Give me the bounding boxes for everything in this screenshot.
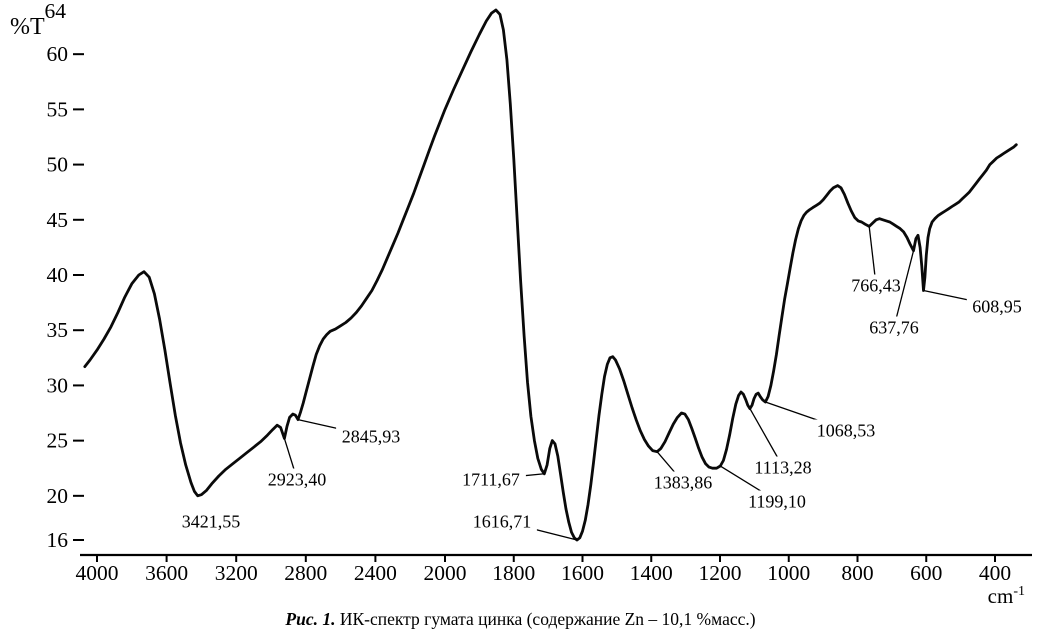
annotation-label-bg [262,468,332,490]
x-tick-label: 1000 [767,561,810,585]
annotation-label-bg [336,425,406,447]
peak-annotation-label: 1068,53 [817,421,876,441]
x-tick-label: 1600 [561,561,604,585]
x-tick-label: 400 [979,561,1011,585]
annotation-label-bg [966,295,1028,317]
annotation-label-bg [456,468,526,490]
y-tick-label: 25 [47,429,69,453]
caption-text: ИК-спектр гумата цинка (содержание Zn – … [339,609,756,629]
annotation-label-bg [811,419,881,441]
peak-annotation-label: 1383,86 [654,473,713,493]
caption-number: Рис. 1. [285,609,336,629]
x-tick-label: 1200 [699,561,742,585]
x-tick-label: 1400 [630,561,673,585]
y-tick-label: 30 [47,373,69,397]
x-tick-label: 2400 [354,561,397,585]
annotation-label-bg [467,510,537,532]
x-unit-base: cm [987,584,1014,608]
x-tick-label: 3600 [145,561,188,585]
x-tick-label: 4000 [76,561,119,585]
y-tick-label: 16 [47,528,69,552]
x-tick-label: 1800 [492,561,535,585]
peak-annotation-label: 3421,55 [182,512,241,532]
peak-annotation-label: 1113,28 [754,458,811,478]
y-tick-label: 45 [47,208,69,232]
x-unit-exponent: -1 [1013,584,1025,599]
x-axis-unit-label: cm-1 [988,584,1025,609]
y-tick-label: 35 [47,318,69,342]
annotation-label-bg [845,274,907,296]
y-axis-max-label: 64 [45,0,67,23]
peak-annotation-label: 1616,71 [473,512,532,532]
y-tick-label: 55 [47,97,69,121]
annotation-leader-line [893,250,915,328]
y-tick-label: 20 [47,484,69,508]
y-tick-label: 50 [47,153,69,177]
annotation-label-bg [648,471,718,493]
x-tick-label: 3200 [215,561,258,585]
peak-annotation-label: 766,43 [851,276,901,296]
peak-annotation-label: 1711,67 [462,470,520,490]
y-tick-label: 60 [47,42,69,66]
peak-annotation-label: 637,76 [869,318,919,338]
x-tick-label: 800 [841,561,873,585]
peak-annotation-label: 608,95 [972,297,1022,317]
x-tick-label: 2800 [284,561,327,585]
figure-caption: Рис. 1. ИК-спектр гумата цинка (содержан… [0,609,1041,630]
x-tick-label: 2000 [424,561,467,585]
y-axis-unit-label: %T [10,14,45,40]
spectrum-curve [83,8,1018,542]
peak-annotation-label: 1199,10 [748,492,806,512]
peak-annotation-label: 2845,93 [342,427,401,447]
annotation-label-bg [863,316,925,338]
annotation-label-bg [176,510,246,532]
annotation-label-bg [748,456,818,478]
y-tick-label: 40 [47,263,69,287]
x-tick-label: 600 [910,561,942,585]
peak-annotation-label: 2923,40 [268,470,327,490]
annotation-label-bg [742,490,812,512]
